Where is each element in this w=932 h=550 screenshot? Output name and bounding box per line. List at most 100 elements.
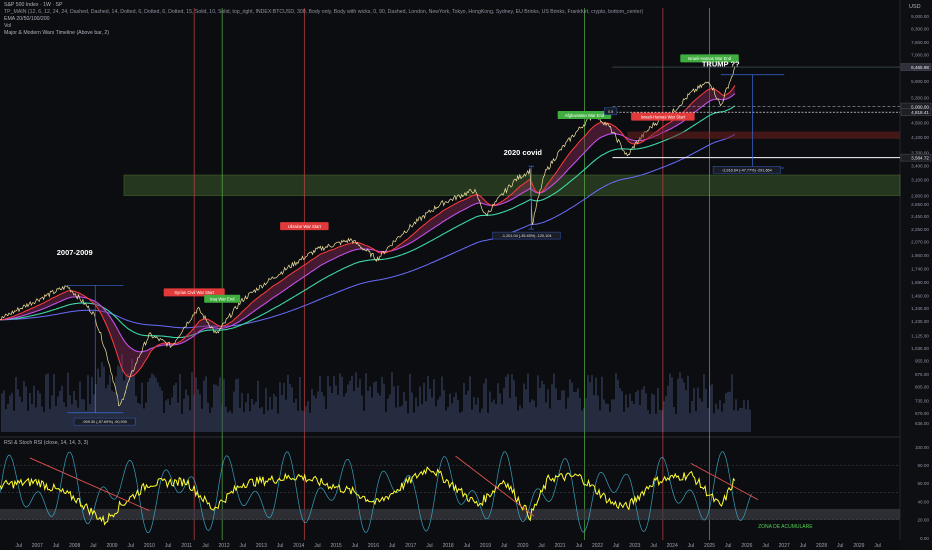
- x-tick-label: 2008: [69, 543, 80, 549]
- chart-title: S&P 500 Index · 1W · SP: [4, 2, 63, 8]
- rsi-trendline: [455, 455, 535, 517]
- x-tick-label: 2007: [32, 543, 43, 549]
- rsi-line: [0, 466, 736, 526]
- indicator-line-ema: EMA 20/50/100/200: [4, 16, 50, 22]
- measure-label: 0.5: [608, 110, 613, 114]
- y-tick-label: 5,900.00: [911, 79, 929, 84]
- rsi-y-tick-label: 0.00: [920, 536, 929, 541]
- y-tick-label: 7,600.00: [911, 40, 929, 45]
- x-tick-label: Jul: [576, 543, 582, 549]
- ema100-line: [0, 105, 736, 339]
- rsi-accumulation-band: [0, 508, 900, 520]
- y-tick-label: 1,125.00: [911, 333, 929, 338]
- x-tick-label: 2021: [555, 543, 566, 549]
- rsi-y-tick-label: 100.00: [915, 445, 929, 450]
- war-label-bg: [163, 288, 225, 297]
- y-tick-label: 875.00: [915, 372, 929, 377]
- x-tick-label: Jul: [501, 543, 507, 549]
- x-tick-label: Jul: [874, 543, 880, 549]
- rsi-trendline: [690, 462, 759, 501]
- indicator-line-main: TP_MAIN (12, 6, 12, 24, 24, Dashed, Dash…: [4, 9, 644, 15]
- measure-label-bg: [73, 417, 136, 426]
- y-tick-label: 3,400.00: [911, 164, 929, 169]
- war-label: Syrian Civil War Start: [174, 290, 214, 295]
- x-tick-label: 2010: [144, 543, 155, 549]
- currency-label[interactable]: USD: [909, 4, 921, 10]
- y-tick-label: 3,100.00: [911, 178, 929, 183]
- x-tick-label: Jul: [837, 543, 843, 549]
- x-tick-label: Jul: [128, 543, 134, 549]
- x-tick-label: 2018: [443, 543, 454, 549]
- indicator-line-wars: Major & Modern Wars Timeline (Above bar,…: [4, 30, 110, 36]
- rsi-title: RSI & Stoch RSI (close, 14, 14, 3, 3): [4, 440, 89, 446]
- x-tick-label: Jul: [314, 543, 320, 549]
- x-tick-label: 2019: [480, 543, 491, 549]
- y-tick-label: 735.00: [915, 399, 929, 404]
- y-tick-label: 1,460.00: [911, 293, 929, 298]
- rsi-zone-label: ZONA DE ACUMULARE: [758, 524, 813, 530]
- war-label-bg: [204, 294, 241, 303]
- y-tick-label: 1,590.00: [911, 280, 929, 285]
- rsi-y-tick-label: 60.00: [918, 481, 930, 486]
- x-tick-label: Jul: [53, 543, 59, 549]
- chart-annotation: TRUMP ??: [702, 59, 740, 68]
- war-label: Afghanistan War End: [565, 113, 605, 118]
- x-tick-label: Jul: [202, 543, 208, 549]
- y-tick-label: 5,300.00: [911, 95, 929, 100]
- y-tick-label: 2,450.00: [911, 214, 929, 219]
- resistance-band: [627, 131, 900, 139]
- y-tick-label: 2,250.00: [911, 227, 929, 232]
- x-tick-label: 2026: [741, 543, 752, 549]
- x-tick-label: Jul: [240, 543, 246, 549]
- x-tick-label: Jul: [762, 543, 768, 549]
- x-tick-label: Jul: [426, 543, 432, 549]
- x-tick-label: Jul: [165, 543, 171, 549]
- rsi-y-tick-label: 80.00: [918, 463, 930, 468]
- y-tick-label: 955.00: [915, 358, 929, 363]
- x-tick-label: Jul: [800, 543, 806, 549]
- y-tick-label: 9,000.00: [911, 14, 929, 19]
- measure-label: -1,201.04 (-35.45%) -120,104: [502, 234, 552, 238]
- x-tick-label: Jul: [389, 543, 395, 549]
- war-label: Israeli-Hamas War End: [688, 56, 732, 61]
- y-tick-label: 7,000.00: [911, 53, 929, 58]
- chart-annotation: 2007-2009: [57, 248, 93, 257]
- measure-label: -2,916.64 (-47.77%) -291,664: [722, 168, 772, 172]
- measure-label-bg: [604, 107, 618, 116]
- x-tick-label: Jul: [538, 543, 544, 549]
- war-label-bg: [631, 112, 695, 121]
- price-label: 5,000.00: [911, 104, 929, 109]
- x-tick-label: Jul: [464, 543, 470, 549]
- y-tick-label: 1,345.00: [911, 306, 929, 311]
- x-tick-label: Jul: [688, 543, 694, 549]
- y-tick-label: 2,800.00: [911, 193, 929, 198]
- x-tick-label: Jul: [277, 543, 283, 549]
- x-tick-label: Jul: [352, 543, 358, 549]
- x-tick-label: Jul: [650, 543, 656, 549]
- war-label-bg: [557, 111, 612, 120]
- chart-annotation: 2020 covid: [504, 148, 543, 157]
- x-tick-label: 2022: [592, 543, 603, 549]
- x-tick-label: Jul: [613, 543, 619, 549]
- x-tick-label: Jul: [725, 543, 731, 549]
- stoch-rsi-line: [0, 451, 752, 534]
- x-tick-label: 2027: [779, 543, 790, 549]
- price-line: [0, 66, 736, 407]
- y-tick-label: 679.00: [915, 411, 929, 416]
- x-tick-label: 2011: [181, 543, 192, 549]
- y-tick-label: 3,700.00: [911, 151, 929, 156]
- y-tick-label: 2,650.00: [911, 202, 929, 207]
- war-label: Iraq War End: [210, 297, 235, 302]
- x-tick-label: 2009: [106, 543, 117, 549]
- price-label: 6,465.98: [911, 65, 929, 70]
- x-tick-label: Jul: [15, 543, 21, 549]
- measure-label: -909.30 (-57.69%) -90,930: [82, 420, 127, 424]
- price-label: 4,818.41: [911, 110, 929, 115]
- rsi-trendline: [29, 457, 150, 512]
- indicator-line-vol: Vol: [4, 23, 12, 29]
- y-tick-label: 2,070.00: [911, 240, 929, 245]
- measure-label-bg: [492, 231, 561, 240]
- x-tick-label: 2023: [629, 543, 640, 549]
